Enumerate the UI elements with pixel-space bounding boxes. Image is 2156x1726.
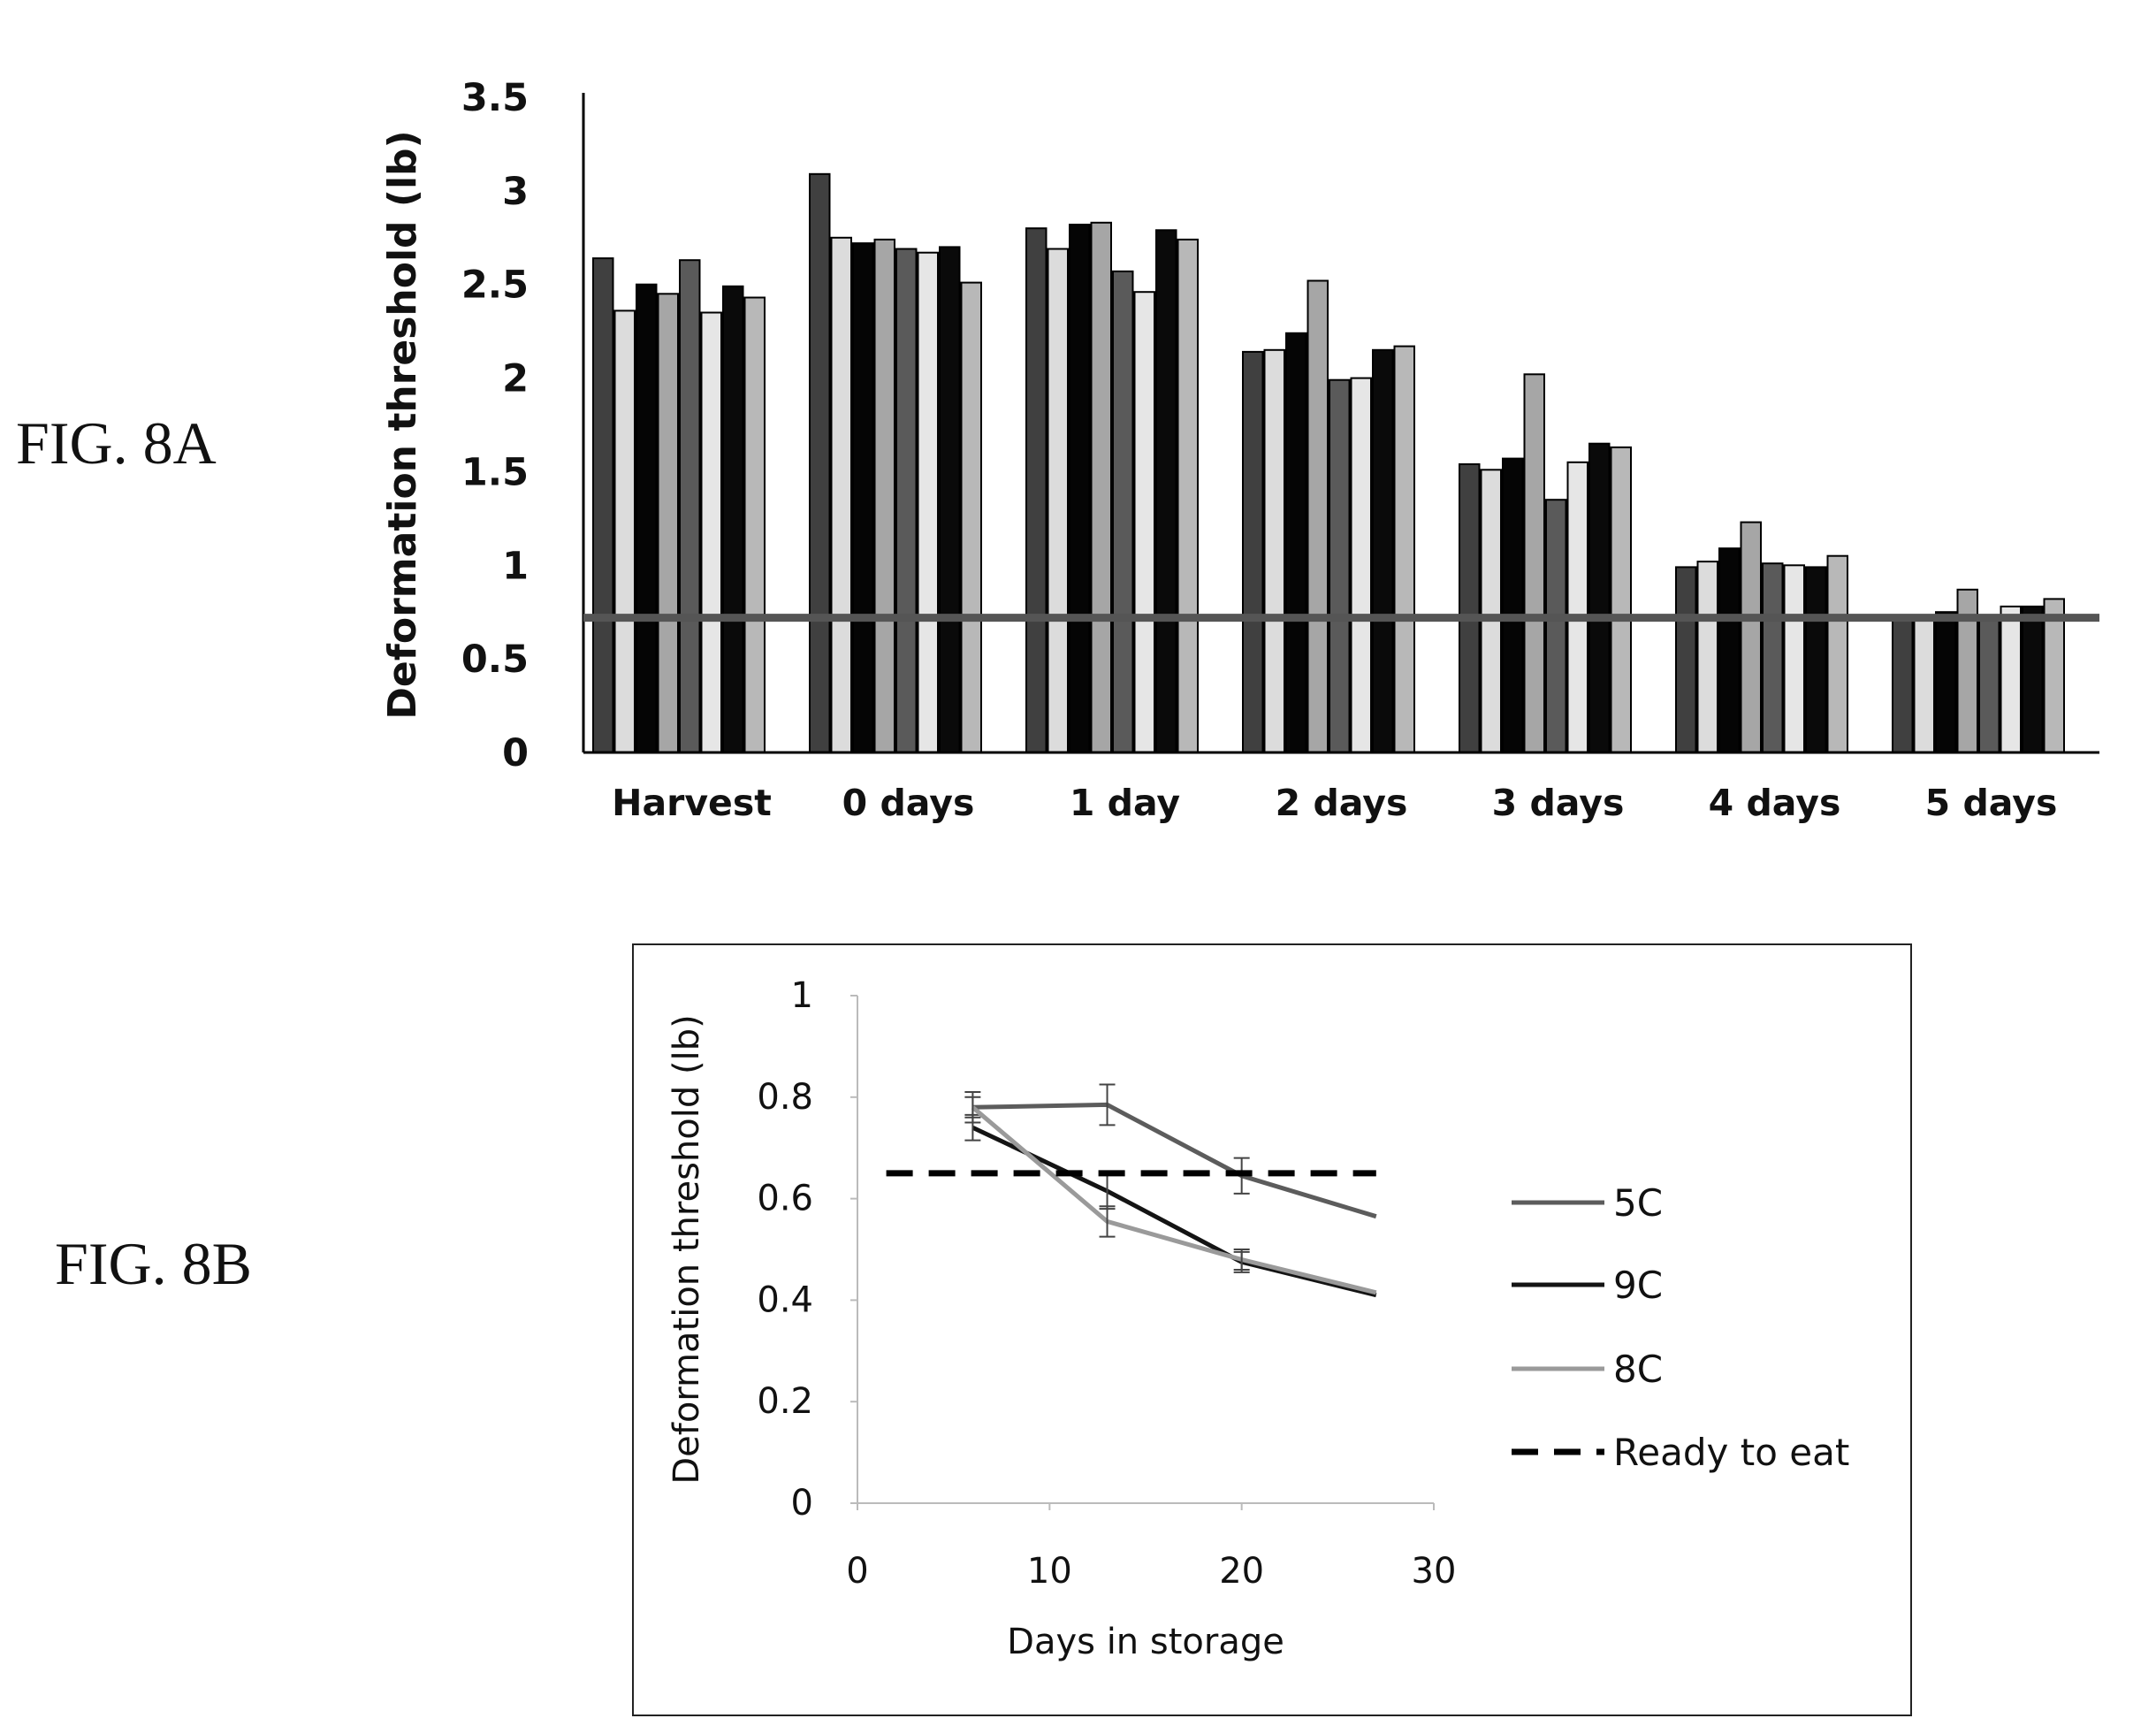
bar-s7-4-days <box>1805 566 1827 754</box>
bar-s1-0-days <box>809 172 831 754</box>
bar-s1-1-day <box>1025 227 1048 753</box>
fig-8a-x-tick: Harvest <box>612 782 772 824</box>
fig-8a-y-tick: 2 <box>502 357 529 401</box>
fig-8b-y-tick: 0.2 <box>757 1381 813 1422</box>
bar-s3-3-days <box>1502 457 1524 753</box>
fig-8b-x-tick: 10 <box>1027 1551 1072 1592</box>
bar-s8-2-days <box>1393 345 1415 753</box>
fig-8b-legend-label-8c: 8C <box>1613 1348 1663 1391</box>
bar-s6-0-days <box>917 251 939 753</box>
bar-s3-4-days <box>1718 547 1741 754</box>
bar-s8-4-days <box>1826 554 1848 754</box>
bar-s4-5-days <box>1956 588 1978 753</box>
bar-s5-4-days <box>1762 562 1784 754</box>
bar-s1-2-days <box>1242 350 1264 753</box>
bar-s5-1-day <box>1112 270 1134 753</box>
fig-8a-x-tick: 0 days <box>842 782 975 824</box>
bar-s5-2-days <box>1329 378 1351 753</box>
fig-8b-legend-label-ready-to-eat: Ready to eat <box>1613 1431 1849 1474</box>
fig-8b-x-tick: 20 <box>1219 1551 1264 1592</box>
bar-s7-3-days <box>1588 442 1611 753</box>
bar-s2-0-days <box>830 236 852 753</box>
bar-s4-0-days <box>873 238 895 753</box>
fig-8b-y-axis-label: Deformation threshold (lb) <box>667 1014 707 1484</box>
fig-8b-y-tick: 0.8 <box>757 1077 813 1118</box>
fig-8b-y-tick: 0.4 <box>757 1279 813 1320</box>
bar-s6-4-days <box>1783 564 1805 753</box>
bar-s6-3-days <box>1566 461 1588 753</box>
fig-8b-label: FIG. 8B <box>55 1230 252 1297</box>
bar-s8-5-days <box>2043 598 2065 754</box>
bar-s4-3-days <box>1523 373 1545 753</box>
bar-s7-5-days <box>2022 605 2044 754</box>
bar-s5-0-days <box>895 248 918 753</box>
fig-8a-y-tick: 1 <box>502 544 529 588</box>
bar-s3-1-day <box>1069 224 1091 753</box>
fig-8b-y-tick: 0.6 <box>757 1179 813 1219</box>
fig-8a-y-tick: 3 <box>502 170 529 214</box>
bar-s7-1-day <box>1155 229 1177 753</box>
bar-s3-5-days <box>1935 611 1957 754</box>
bar-s8-harvest <box>743 296 766 753</box>
fig-8b-y-tick: 1 <box>791 975 813 1016</box>
bar-s2-3-days <box>1480 469 1502 753</box>
fig-8a-y-axis-label: Deformation threshold (lb) <box>380 130 425 719</box>
fig-8b-x-tick: 30 <box>1412 1551 1457 1592</box>
bar-s6-5-days <box>2000 605 2022 754</box>
fig-8b-x-tick: 0 <box>846 1551 868 1592</box>
fig-8a-x-tick: 4 days <box>1709 782 1841 824</box>
fig-8a-y-tick: 0.5 <box>461 638 529 682</box>
fig-8a-y-tick: 0 <box>502 731 529 775</box>
fig-8b-frame <box>632 943 1912 1716</box>
bar-s2-2-days <box>1263 348 1285 753</box>
bar-s1-3-days <box>1459 463 1481 753</box>
fig-8a-y-tick: 3.5 <box>461 76 529 120</box>
bar-s2-1-day <box>1047 248 1069 753</box>
fig-8b-line-9c <box>971 1125 1377 1298</box>
bar-s4-1-day <box>1090 221 1112 754</box>
bar-s6-2-days <box>1350 377 1372 753</box>
fig-8b-line-8c <box>971 1105 1377 1295</box>
bar-s4-2-days <box>1307 279 1329 753</box>
fig-8b-legend-label-5c: 5C <box>1613 1181 1663 1225</box>
fig-8a-x-tick: 3 days <box>1492 782 1625 824</box>
fig-8a-x-tick: 2 days <box>1276 782 1408 824</box>
bar-s5-5-days <box>1978 615 2000 754</box>
fig-8b-x-axis-label: Days in storage <box>1007 1622 1284 1662</box>
bar-s1-5-days <box>1892 616 1914 753</box>
bar-s5-3-days <box>1545 499 1567 753</box>
fig-8a-x-tick: 1 day <box>1070 782 1180 824</box>
bar-s7-harvest <box>722 285 744 753</box>
bar-s5-harvest <box>679 259 701 753</box>
bar-s2-harvest <box>613 309 636 753</box>
bar-s6-harvest <box>700 311 722 753</box>
bar-s3-0-days <box>852 242 874 754</box>
bar-s7-2-days <box>1372 348 1394 753</box>
fig-8b-line-5c <box>972 1102 1377 1219</box>
bar-s2-4-days <box>1696 561 1718 753</box>
bar-s3-2-days <box>1285 332 1307 753</box>
bar-s2-5-days <box>1913 616 1935 753</box>
bar-s3-harvest <box>636 283 658 753</box>
fig-8a-y-tick: 2.5 <box>461 263 529 308</box>
bar-s1-harvest <box>592 257 614 754</box>
bar-s1-4-days <box>1675 566 1697 754</box>
bar-s7-0-days <box>939 246 961 753</box>
bar-s8-3-days <box>1610 446 1632 753</box>
fig-8a-label: FIG. 8A <box>16 409 217 477</box>
fig-8a-x-tick: 5 days <box>1925 782 2058 824</box>
bar-s6-1-day <box>1133 291 1155 753</box>
fig-8b-legend-label-9c: 9C <box>1613 1264 1663 1307</box>
bar-s4-4-days <box>1740 521 1762 753</box>
bar-s8-1-day <box>1177 238 1199 753</box>
bar-s4-harvest <box>657 293 679 753</box>
fig-8b-y-tick: 0 <box>791 1483 813 1524</box>
fig-8a-y-tick: 1.5 <box>461 450 529 494</box>
bar-s8-0-days <box>960 281 982 754</box>
